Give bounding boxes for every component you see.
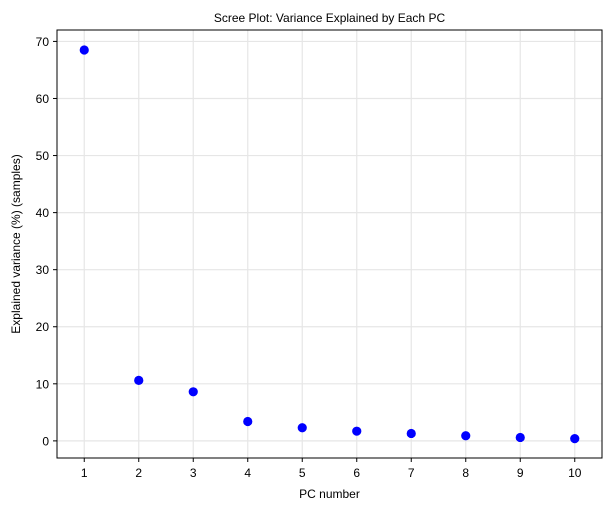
x-tick-label: 9 [517,466,524,480]
y-tick-label: 0 [42,434,49,448]
data-point [79,45,89,55]
x-tick-label: 1 [81,466,88,480]
data-point [515,432,525,443]
data-point [352,426,362,436]
x-tick-label: 10 [568,466,582,480]
x-tick-label: 3 [190,466,197,480]
x-tick-label: 2 [135,466,142,480]
x-tick-label: 5 [299,466,306,480]
x-tick-label: 4 [244,466,251,480]
x-tick-label: 6 [353,466,360,480]
y-tick-label: 70 [36,35,50,49]
plot-area [56,29,603,459]
data-points [79,45,580,444]
data-point [297,423,307,433]
y-tick-label: 50 [36,149,50,163]
y-tick-label: 30 [36,263,50,277]
y-tick-label: 10 [36,377,50,391]
x-tick-label: 7 [408,466,415,480]
data-point [188,387,198,397]
x-tick-label: 8 [462,466,469,480]
grid [57,30,602,458]
data-point [461,431,471,441]
y-tick-label: 60 [36,92,50,106]
axis-ticks: 1 2 3 4 5 6 7 8 9 10 0 10 20 30 40 50 60 70 [36,35,582,480]
y-tick-label: 40 [36,206,50,220]
data-point [406,428,416,439]
data-point [570,433,580,444]
y-tick-label: 20 [36,320,50,334]
data-point [134,375,144,385]
chart-title: Scree Plot: Variance Explained by Each P… [214,11,446,25]
x-axis-label: PC number [299,487,360,501]
data-point [243,416,253,427]
y-axis-label: Explained variance (%) (samples) [9,154,23,333]
